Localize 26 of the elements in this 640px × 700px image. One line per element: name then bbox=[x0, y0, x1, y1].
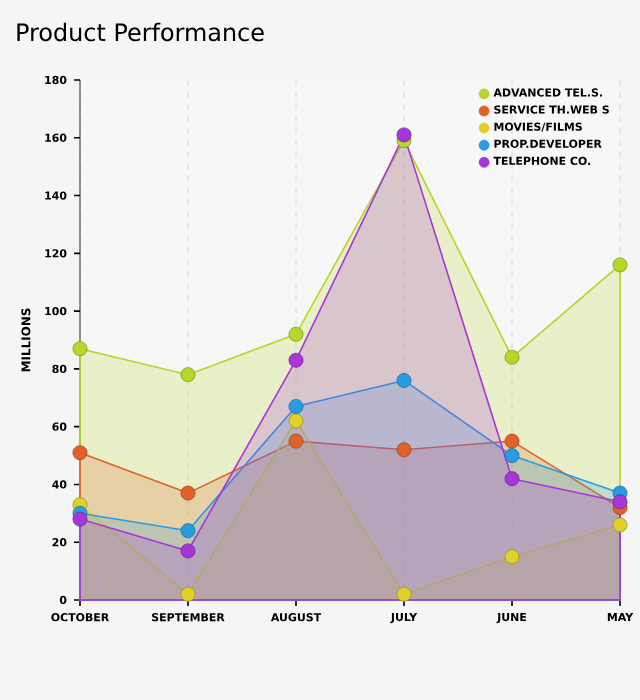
point bbox=[72, 511, 88, 527]
point bbox=[504, 448, 520, 463]
point bbox=[180, 543, 196, 559]
point bbox=[396, 127, 412, 143]
point bbox=[504, 349, 520, 365]
point bbox=[396, 373, 412, 388]
point bbox=[288, 352, 304, 368]
point bbox=[180, 523, 196, 539]
point bbox=[72, 445, 88, 461]
point bbox=[504, 549, 520, 565]
point bbox=[180, 367, 196, 383]
point bbox=[612, 517, 628, 533]
point bbox=[288, 399, 304, 414]
point bbox=[180, 485, 196, 501]
point bbox=[504, 471, 520, 487]
point bbox=[612, 494, 628, 510]
point bbox=[72, 341, 88, 357]
point bbox=[288, 433, 304, 449]
point bbox=[180, 586, 196, 602]
point bbox=[612, 257, 628, 273]
point bbox=[288, 326, 304, 342]
chart-title: Product Performance bbox=[17, 22, 264, 42]
point bbox=[396, 586, 412, 602]
point bbox=[288, 413, 304, 429]
point bbox=[504, 433, 520, 449]
point bbox=[396, 442, 412, 458]
